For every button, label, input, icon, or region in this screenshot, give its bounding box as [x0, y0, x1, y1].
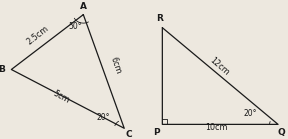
- Text: 5cm: 5cm: [52, 89, 71, 105]
- Text: Q: Q: [277, 128, 285, 137]
- Text: 10cm: 10cm: [205, 123, 227, 132]
- Text: C: C: [125, 130, 132, 139]
- Text: 20°: 20°: [243, 109, 257, 118]
- Text: A: A: [80, 2, 87, 11]
- Text: B: B: [0, 65, 5, 74]
- Text: P: P: [154, 128, 160, 137]
- Text: 20°: 20°: [96, 113, 110, 122]
- Text: 2.5cm: 2.5cm: [26, 24, 51, 47]
- Text: 50°: 50°: [68, 22, 82, 31]
- Text: 6cm: 6cm: [109, 56, 123, 75]
- Text: R: R: [156, 14, 163, 23]
- Text: 12cm: 12cm: [207, 55, 230, 77]
